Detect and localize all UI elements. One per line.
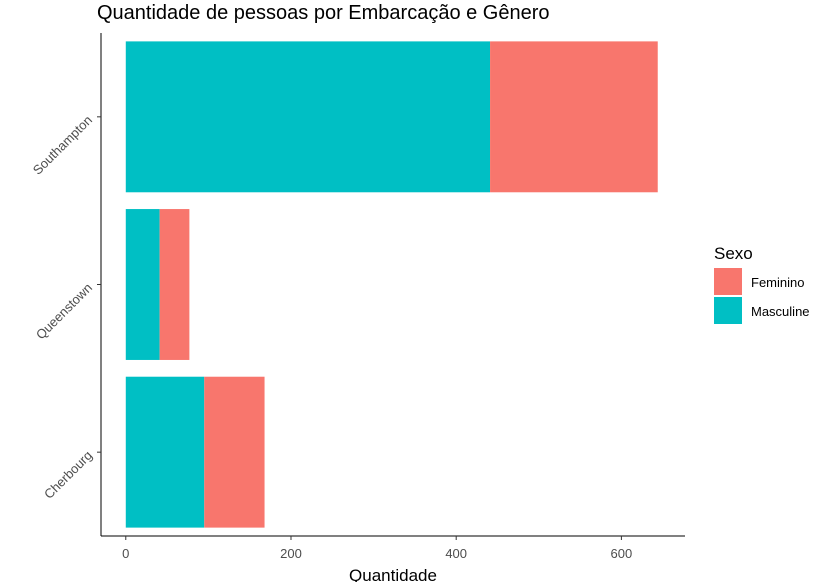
y-tick-label-southampton: Southampton bbox=[30, 112, 95, 177]
bar-cherbourg-masculine bbox=[125, 376, 205, 528]
x-tick-label: 0 bbox=[122, 546, 129, 561]
x-tick-label: 400 bbox=[445, 546, 467, 561]
legend-key-feminino bbox=[714, 268, 742, 295]
bar-cherbourg-feminino bbox=[204, 376, 265, 528]
legend: Sexo Feminino Masculine bbox=[714, 244, 810, 324]
x-ticks-group: 0 200 400 600 bbox=[122, 536, 632, 561]
bar-southampton-masculine bbox=[125, 41, 491, 193]
chart-title: Quantidade de pessoas por Embarcação e G… bbox=[97, 2, 550, 24]
y-ticks-group: Cherbourg Queenstown Southampton bbox=[30, 112, 101, 502]
bar-queenstown-feminino bbox=[159, 209, 190, 360]
x-tick-label: 200 bbox=[280, 546, 302, 561]
legend-title: Sexo bbox=[714, 244, 753, 263]
x-axis-title: Quantidade bbox=[349, 566, 437, 582]
legend-label-masculine: Masculine bbox=[751, 304, 810, 319]
bar-queenstown-masculine bbox=[125, 209, 160, 360]
bar-southampton-feminino bbox=[490, 41, 658, 193]
bars-group bbox=[125, 41, 658, 528]
y-tick-label-queenstown: Queenstown bbox=[33, 280, 95, 342]
legend-key-masculine bbox=[714, 297, 742, 324]
y-tick-label-cherbourg: Cherbourg bbox=[41, 448, 95, 502]
legend-label-feminino: Feminino bbox=[751, 275, 804, 290]
x-tick-label: 600 bbox=[611, 546, 633, 561]
